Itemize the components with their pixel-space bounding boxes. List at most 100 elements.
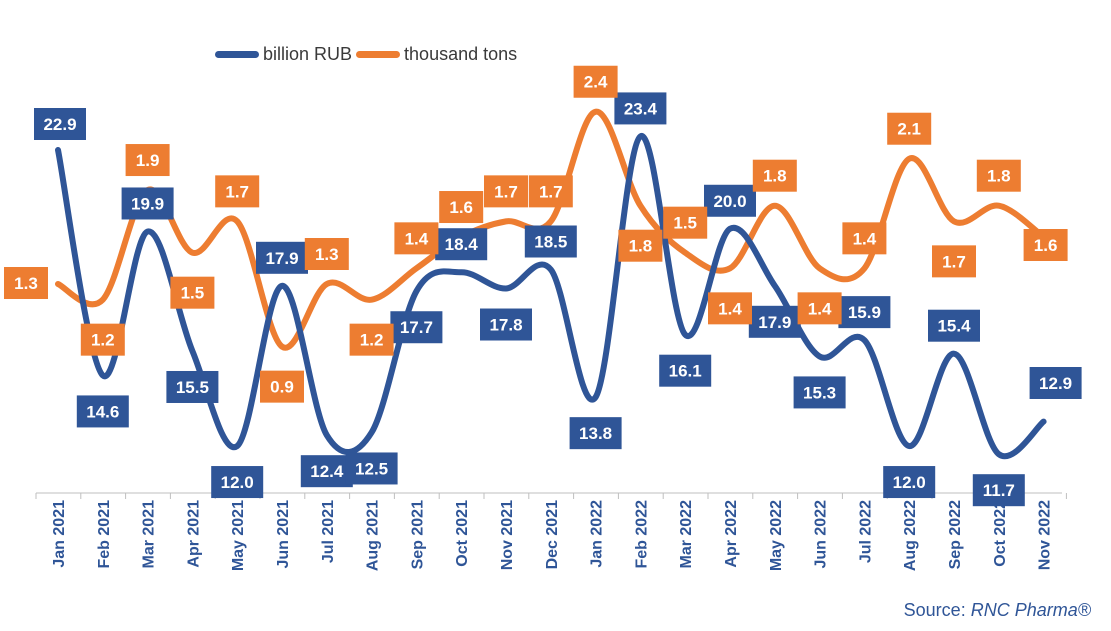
data-label-billion-rub: 12.0 <box>211 466 264 499</box>
data-label-thousand-tons: 1.7 <box>528 175 573 208</box>
data-label-billion-rub-box <box>211 466 264 499</box>
data-label-thousand-tons-box <box>752 159 797 192</box>
data-label-billion-rub: 15.5 <box>166 370 219 403</box>
data-label-thousand-tons: 1.2 <box>80 323 125 356</box>
data-label-thousand-tons-box <box>573 65 618 98</box>
data-label-thousand-tons-box <box>797 292 842 325</box>
data-label-thousand-tons-box <box>125 144 170 177</box>
data-label-billion-rub: 12.5 <box>345 452 398 485</box>
data-label-billion-rub-text: 15.9 <box>848 303 881 322</box>
data-label-thousand-tons-text: 1.4 <box>405 229 429 248</box>
data-label-thousand-tons-text: 1.3 <box>14 274 38 293</box>
data-label-billion-rub-text: 12.0 <box>893 473 926 492</box>
data-label-thousand-tons-box <box>394 222 439 255</box>
data-label-billion-rub-text: 12.0 <box>221 473 254 492</box>
x-tick-label: Mar 2022 <box>678 500 695 569</box>
data-label-thousand-tons-box <box>887 112 932 145</box>
data-label-thousand-tons-text: 1.7 <box>494 182 518 201</box>
data-label-thousand-tons-box <box>260 370 304 403</box>
data-label-billion-rub-box <box>569 417 622 450</box>
data-label-thousand-tons-box <box>528 175 573 208</box>
data-label-billion-rub-box <box>121 187 174 220</box>
data-label-billion-rub: 22.9 <box>34 108 86 140</box>
legend: billion RUB thousand tons <box>215 44 521 65</box>
data-label-billion-rub-text: 12.4 <box>310 462 344 481</box>
data-label-thousand-tons-text: 1.8 <box>763 167 787 186</box>
data-label-thousand-tons-box <box>976 159 1021 192</box>
data-label-thousand-tons-text: 2.1 <box>897 120 921 139</box>
x-tick-label: Sep 2021 <box>409 500 426 569</box>
data-label-billion-rub: 17.9 <box>748 305 801 338</box>
data-label-billion-rub-text: 12.5 <box>355 459 388 478</box>
data-label-billion-rub: 18.4 <box>435 228 488 261</box>
source-name: RNC Pharma® <box>970 600 1091 620</box>
data-label-billion-rub: 12.4 <box>300 455 353 488</box>
x-tick-label: Feb 2021 <box>96 500 113 569</box>
data-label-thousand-tons: 1.7 <box>484 175 528 208</box>
x-tick-label: Jan 2022 <box>589 500 606 568</box>
data-label-billion-rub: 20.0 <box>704 184 756 217</box>
data-label-thousand-tons-box <box>932 245 976 278</box>
data-label-billion-rub-box <box>76 395 129 428</box>
data-label-thousand-tons: 1.5 <box>170 276 215 309</box>
data-label-thousand-tons: 1.4 <box>394 222 439 255</box>
data-label-billion-rub: 12.0 <box>883 466 936 499</box>
x-tick-label: Aug 2022 <box>902 500 919 571</box>
data-label-billion-rub: 16.1 <box>659 354 712 387</box>
data-label-billion-rub-box <box>928 309 980 342</box>
data-label-billion-rub-text: 15.3 <box>803 383 836 402</box>
data-label-thousand-tons: 1.7 <box>932 245 976 278</box>
data-label-thousand-tons: 1.3 <box>304 238 349 270</box>
data-label-thousand-tons: 2.1 <box>887 112 932 145</box>
data-label-billion-rub: 14.6 <box>76 395 129 428</box>
data-label-thousand-tons-text: 1.6 <box>449 198 473 217</box>
x-tick-label: Jul 2021 <box>320 500 337 563</box>
x-tick-label: Apr 2021 <box>185 500 202 568</box>
data-label-thousand-tons-text: 1.8 <box>629 237 653 256</box>
data-label-thousand-tons-box <box>708 292 752 325</box>
legend-label-billion-rub: billion RUB <box>263 44 353 64</box>
data-label-thousand-tons-box <box>618 229 663 262</box>
data-label-thousand-tons: 1.6 <box>439 191 484 224</box>
data-label-billion-rub: 17.8 <box>480 308 532 341</box>
x-tick-label: Mar 2021 <box>141 500 158 569</box>
source-note: Source: RNC Pharma® <box>904 600 1091 621</box>
data-label-billion-rub-box <box>300 455 353 488</box>
data-label-billion-rub-text: 15.4 <box>937 317 971 336</box>
x-tick-label: Nov 2021 <box>499 500 516 570</box>
data-label-thousand-tons: 1.4 <box>842 222 887 255</box>
legend-item-billion-rub: billion RUB <box>215 44 352 65</box>
x-tick-label: Oct 2021 <box>454 500 471 567</box>
data-label-billion-rub-box <box>793 376 846 409</box>
legend-swatch-billion-rub <box>215 51 259 58</box>
data-label-thousand-tons-text: 1.3 <box>315 245 339 264</box>
data-label-billion-rub-text: 17.9 <box>758 313 791 332</box>
data-label-billion-rub-box <box>435 228 488 261</box>
data-label-thousand-tons: 1.3 <box>4 267 48 299</box>
data-label-billion-rub-box <box>838 296 891 329</box>
data-label-billion-rub-text: 14.6 <box>86 402 119 421</box>
x-tick-label: Jan 2021 <box>51 500 68 568</box>
data-label-thousand-tons-box <box>4 267 48 299</box>
data-label-billion-rub-text: 18.4 <box>445 235 479 254</box>
data-label-billion-rub: 12.9 <box>1029 367 1082 399</box>
data-label-thousand-tons-box <box>215 175 260 208</box>
data-label-thousand-tons: 1.8 <box>618 229 663 262</box>
data-label-thousand-tons: 2.4 <box>573 65 618 98</box>
x-tick-label: Nov 2022 <box>1037 500 1054 570</box>
data-label-billion-rub: 11.7 <box>972 474 1025 507</box>
x-tick-label: Jul 2022 <box>857 500 874 563</box>
data-label-billion-rub-text: 16.1 <box>669 362 702 381</box>
data-label-billion-rub-box <box>704 184 756 217</box>
data-label-thousand-tons-text: 1.4 <box>808 299 832 318</box>
data-label-billion-rub-box <box>524 225 577 258</box>
data-label-thousand-tons-text: 1.5 <box>673 214 697 233</box>
x-tick-label: Jun 2022 <box>813 500 830 569</box>
data-label-billion-rub: 23.4 <box>614 92 667 125</box>
x-tick-label: Jun 2021 <box>275 500 292 569</box>
data-label-thousand-tons-text: 1.4 <box>853 229 877 248</box>
data-label-thousand-tons-box <box>304 238 349 270</box>
source-prefix: Source: <box>903 600 971 620</box>
data-label-billion-rub-text: 19.9 <box>131 194 164 213</box>
